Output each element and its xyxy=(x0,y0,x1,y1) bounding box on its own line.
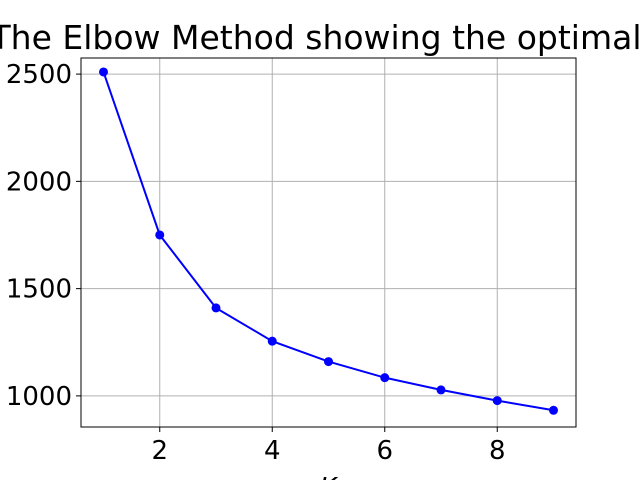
data-point xyxy=(324,357,333,367)
y-tick-label: 2500 xyxy=(6,60,72,90)
data-point xyxy=(99,67,108,77)
x-axis-label: K xyxy=(319,473,338,480)
data-point xyxy=(380,373,390,383)
plot-frame xyxy=(80,57,577,428)
data-point xyxy=(267,336,277,346)
data-point xyxy=(549,405,558,415)
x-tick-label: 4 xyxy=(264,436,281,466)
data-point xyxy=(155,230,165,240)
chart-title: The Elbow Method showing the optimal xyxy=(0,18,640,57)
tick-labels: 2 4 6 8 1000 1500 2000 2500 xyxy=(6,60,506,466)
y-tick-label: 1500 xyxy=(6,275,72,305)
axis-ticks xyxy=(76,73,498,432)
y-tick-label: 2000 xyxy=(6,167,72,197)
grid-lines xyxy=(81,58,576,427)
data-point xyxy=(211,303,221,313)
data-point xyxy=(436,385,446,395)
data-point xyxy=(492,396,502,406)
y-tick-label: 1000 xyxy=(6,382,72,412)
x-tick-label: 2 xyxy=(151,436,168,466)
x-tick-label: 6 xyxy=(376,436,393,466)
series-layer xyxy=(99,67,558,415)
x-tick-label: 8 xyxy=(489,436,506,466)
